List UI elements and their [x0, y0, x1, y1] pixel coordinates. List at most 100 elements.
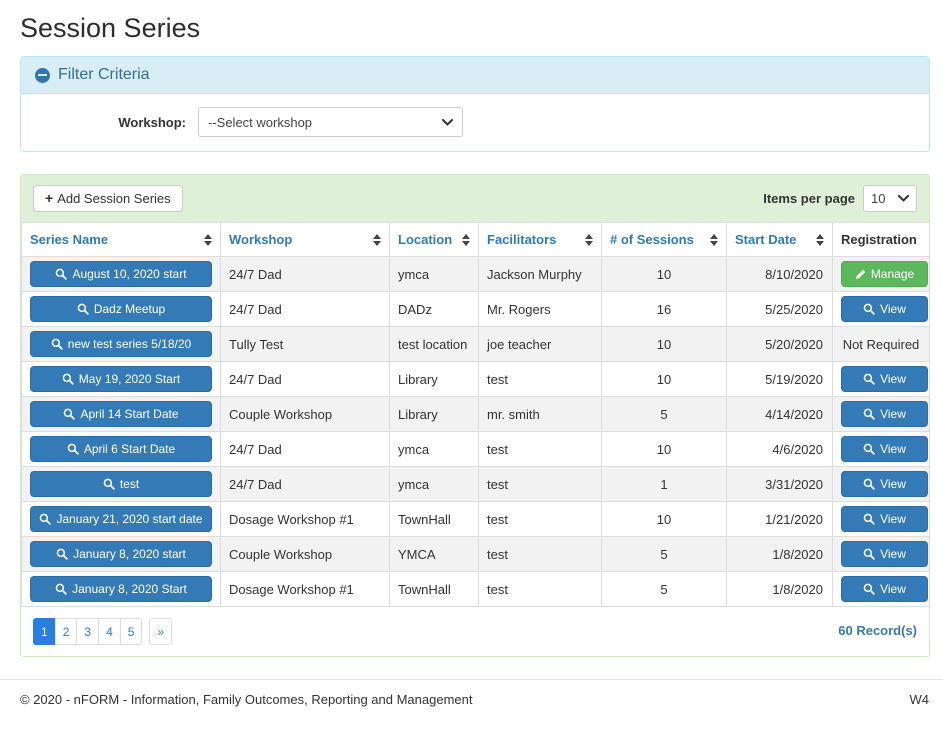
facilitators-cell: test	[478, 361, 602, 397]
series-name-button[interactable]: Dadz Meetup	[30, 296, 212, 322]
page-3-button[interactable]: 3	[76, 618, 100, 645]
pagination: 1 2 3 4 5 »	[33, 618, 173, 645]
workshop-cell: Dosage Workshop #1	[220, 571, 390, 607]
location-cell: ymca	[389, 431, 479, 467]
view-button[interactable]: View	[841, 471, 928, 497]
items-per-page-label: Items per page	[763, 191, 855, 206]
items-per-page-select[interactable]: 10	[863, 185, 917, 212]
column-header-sessions[interactable]: # of Sessions	[601, 222, 727, 257]
record-count: 60 Record(s)	[838, 623, 917, 638]
start-date-cell: 8/10/2020	[726, 256, 833, 292]
workshop-select-value: --Select workshop	[208, 114, 313, 130]
filter-panel-body: Workshop: --Select workshop	[21, 94, 929, 151]
series-name-button[interactable]: May 19, 2020 Start	[30, 366, 212, 392]
facilitators-cell: test	[478, 466, 602, 502]
start-date-cell: 4/6/2020	[726, 431, 833, 467]
series-name-button[interactable]: January 21, 2020 start date	[30, 506, 212, 532]
sort-icon	[816, 233, 824, 246]
view-button[interactable]: View	[841, 541, 928, 567]
start-date-cell: 5/25/2020	[726, 291, 833, 327]
page-4-button[interactable]: 4	[98, 618, 121, 645]
series-name-button[interactable]: August 10, 2020 start	[30, 261, 212, 287]
workshop-cell: Dosage Workshop #1	[220, 501, 390, 537]
workshop-select[interactable]: --Select workshop	[198, 107, 463, 137]
chevron-down-icon	[442, 118, 453, 126]
add-session-series-button[interactable]: + Add Session Series	[33, 185, 183, 212]
collapse-minus-icon[interactable]	[35, 67, 50, 83]
series-name-button[interactable]: April 14 Start Date	[30, 401, 212, 427]
workshop-cell: Couple Workshop	[220, 536, 390, 572]
view-button[interactable]: View	[841, 436, 928, 462]
sort-icon	[710, 233, 718, 246]
view-button[interactable]: View	[841, 576, 928, 602]
page-title: Session Series	[20, 13, 201, 43]
chevron-down-icon	[898, 195, 909, 202]
sessions-cell: 10	[601, 326, 727, 362]
location-cell: Library	[389, 361, 479, 397]
column-header-location[interactable]: Location	[389, 222, 479, 257]
search-icon	[863, 478, 875, 490]
session-series-table: Series Name Workshop Location Facilitato…	[21, 222, 930, 607]
facilitators-cell: test	[478, 571, 602, 607]
facilitators-cell: test	[478, 501, 602, 537]
filter-title: Filter Criteria	[58, 66, 150, 83]
series-name-button[interactable]: test	[30, 471, 212, 497]
facilitators-cell: test	[478, 536, 602, 572]
column-header-start-date[interactable]: Start Date	[726, 222, 833, 257]
table-row: January 8, 2020 start Couple Workshop YM…	[21, 536, 930, 572]
sessions-cell: 16	[601, 291, 727, 327]
series-name-button[interactable]: April 6 Start Date	[30, 436, 212, 462]
copyright-text: © 2020 - nFORM - Information, Family Out…	[20, 692, 473, 707]
sort-icon	[585, 233, 593, 246]
column-header-series-name[interactable]: Series Name	[21, 222, 221, 257]
workshop-cell: 24/7 Dad	[220, 431, 390, 467]
series-name-button[interactable]: January 8, 2020 start	[30, 541, 212, 567]
location-cell: Library	[389, 396, 479, 432]
table-row: Dadz Meetup 24/7 Dad DADz Mr. Rogers 16 …	[21, 291, 930, 327]
filter-panel: Filter Criteria Workshop: --Select works…	[20, 56, 930, 152]
next-page-button[interactable]: »	[149, 618, 173, 645]
table-row: April 14 Start Date Couple Workshop Libr…	[21, 396, 930, 432]
search-icon	[863, 548, 875, 560]
location-cell: TownHall	[389, 501, 479, 537]
search-icon	[55, 268, 68, 280]
series-name-button[interactable]: January 8, 2020 Start	[30, 576, 212, 602]
workshop-cell: 24/7 Dad	[220, 291, 390, 327]
workshop-cell: 24/7 Dad	[220, 256, 390, 292]
view-button[interactable]: View	[841, 401, 928, 427]
table-toolbar: + Add Session Series Items per page 10	[21, 175, 929, 222]
facilitators-cell: joe teacher	[478, 326, 602, 362]
table-header-row: Series Name Workshop Location Facilitato…	[21, 222, 930, 257]
table-row: April 6 Start Date 24/7 Dad ymca test 10…	[21, 431, 930, 467]
facilitators-cell: test	[478, 431, 602, 467]
page-1-button[interactable]: 1	[33, 618, 56, 645]
view-button[interactable]: View	[841, 296, 928, 322]
column-header-registration: Registration	[832, 222, 930, 257]
workshop-cell: 24/7 Dad	[220, 361, 390, 397]
filter-panel-header[interactable]: Filter Criteria	[21, 57, 929, 94]
search-icon	[863, 513, 875, 525]
search-icon	[863, 443, 875, 455]
page-5-button[interactable]: 5	[119, 618, 143, 645]
view-button[interactable]: View	[841, 366, 928, 392]
sessions-cell: 5	[601, 396, 727, 432]
table-row: test 24/7 Dad ymca test 1 3/31/2020 View	[21, 466, 930, 502]
registration-status-text: Not Required	[842, 336, 920, 352]
page-2-button[interactable]: 2	[54, 618, 78, 645]
series-name-button[interactable]: new test series 5/18/20	[30, 331, 212, 357]
view-button[interactable]: View	[841, 506, 928, 532]
page-footer: © 2020 - nFORM - Information, Family Out…	[0, 679, 943, 707]
workshop-cell: Tully Test	[220, 326, 390, 362]
search-icon	[62, 373, 74, 385]
manage-button[interactable]: Manage	[841, 261, 928, 287]
start-date-cell: 5/19/2020	[726, 361, 833, 397]
plus-icon: +	[45, 190, 54, 206]
facilitators-cell: Jackson Murphy	[478, 256, 602, 292]
sort-icon	[204, 233, 212, 246]
column-header-workshop[interactable]: Workshop	[220, 222, 390, 257]
column-header-facilitators[interactable]: Facilitators	[478, 222, 602, 257]
search-icon	[863, 408, 875, 420]
search-icon	[56, 548, 68, 560]
items-per-page: Items per page 10	[763, 185, 917, 212]
search-icon	[863, 303, 875, 315]
